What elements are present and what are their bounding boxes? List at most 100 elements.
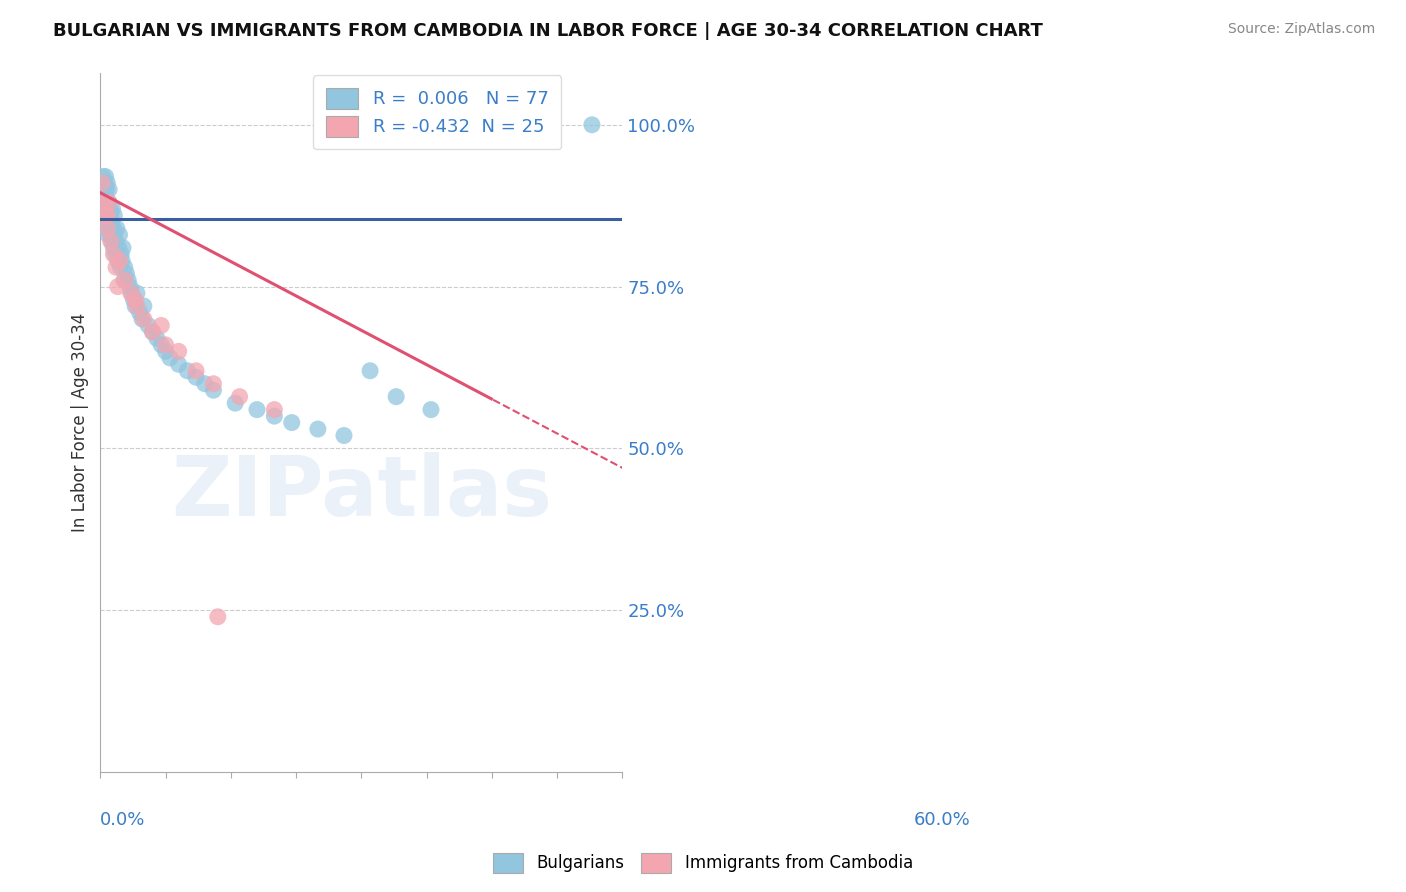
Point (98, 195, 121, 210)
Point (103, 208, 125, 222)
Point (359, 364, 381, 378)
Point (184, 370, 207, 384)
Point (581, 118, 603, 132)
Point (94, 208, 117, 222)
Point (112, 273, 135, 287)
Point (98, 215, 121, 229)
Point (207, 609, 229, 624)
Point (103, 241, 125, 255)
Legend: Bulgarians, Immigrants from Cambodia: Bulgarians, Immigrants from Cambodia (486, 847, 920, 880)
Point (108, 253, 131, 268)
Text: 0.0%: 0.0% (100, 811, 146, 829)
Point (132, 299, 155, 313)
Point (263, 402, 285, 417)
Point (103, 227, 125, 242)
Point (118, 279, 141, 293)
Point (105, 235, 128, 249)
Point (103, 247, 125, 261)
Point (101, 221, 124, 235)
Point (104, 247, 127, 261)
Point (98, 202, 121, 216)
Point (94, 208, 117, 222)
Point (97, 227, 120, 242)
Point (96, 176, 118, 190)
Point (176, 364, 198, 378)
Point (124, 293, 146, 307)
Point (114, 260, 136, 275)
Point (93, 189, 115, 203)
Point (202, 383, 225, 397)
Point (100, 235, 122, 249)
Point (167, 357, 190, 371)
Point (202, 376, 225, 391)
Point (96, 221, 118, 235)
Point (155, 338, 177, 352)
Point (184, 364, 207, 378)
Text: Source: ZipAtlas.com: Source: ZipAtlas.com (1227, 22, 1375, 37)
Text: ZIPatlas: ZIPatlas (172, 452, 553, 533)
Point (107, 279, 129, 293)
Point (142, 325, 165, 339)
Point (110, 247, 132, 261)
Point (132, 312, 155, 326)
Point (94, 189, 117, 203)
Point (122, 293, 145, 307)
Point (246, 402, 269, 417)
Point (98, 195, 121, 210)
Point (96, 215, 118, 229)
Point (105, 260, 128, 275)
Point (120, 286, 142, 301)
Point (96, 208, 118, 222)
Point (114, 273, 136, 287)
Point (136, 318, 159, 333)
Point (107, 253, 129, 268)
Point (150, 318, 173, 333)
Point (150, 338, 173, 352)
Text: 60.0%: 60.0% (914, 811, 970, 829)
Point (125, 299, 148, 313)
Point (98, 182, 121, 196)
Point (91, 176, 114, 190)
Point (101, 202, 124, 216)
Text: BULGARIAN VS IMMIGRANTS FROM CAMBODIA IN LABOR FORCE | AGE 30-34 CORRELATION CHA: BULGARIAN VS IMMIGRANTS FROM CAMBODIA IN… (53, 22, 1043, 40)
Point (96, 221, 118, 235)
Point (91, 182, 114, 196)
Point (107, 241, 129, 255)
Point (125, 286, 148, 301)
Point (111, 241, 134, 255)
Point (97, 208, 120, 222)
Point (93, 215, 115, 229)
Point (333, 428, 356, 442)
Point (307, 422, 329, 436)
Point (100, 215, 122, 229)
Point (96, 202, 118, 216)
Point (111, 253, 134, 268)
Point (105, 221, 128, 235)
Y-axis label: In Labor Force | Age 30-34: In Labor Force | Age 30-34 (72, 313, 89, 533)
Point (91, 195, 114, 210)
Point (100, 227, 122, 242)
Point (124, 299, 146, 313)
Point (93, 195, 115, 210)
Point (115, 267, 138, 281)
Point (121, 286, 143, 301)
Point (194, 376, 217, 391)
Point (263, 409, 285, 423)
Point (385, 390, 408, 404)
Point (155, 344, 177, 359)
Legend: R =  0.006   N = 77, R = -0.432  N = 25: R = 0.006 N = 77, R = -0.432 N = 25 (314, 75, 561, 149)
Point (224, 396, 246, 410)
Point (94, 169, 117, 184)
Point (100, 235, 122, 249)
Point (96, 195, 118, 210)
Point (128, 305, 150, 319)
Point (93, 195, 115, 210)
Point (131, 312, 153, 326)
Point (100, 208, 122, 222)
Point (167, 344, 190, 359)
Point (93, 202, 115, 216)
Point (159, 351, 181, 365)
Point (146, 331, 169, 345)
Point (420, 402, 443, 417)
Point (117, 273, 139, 287)
